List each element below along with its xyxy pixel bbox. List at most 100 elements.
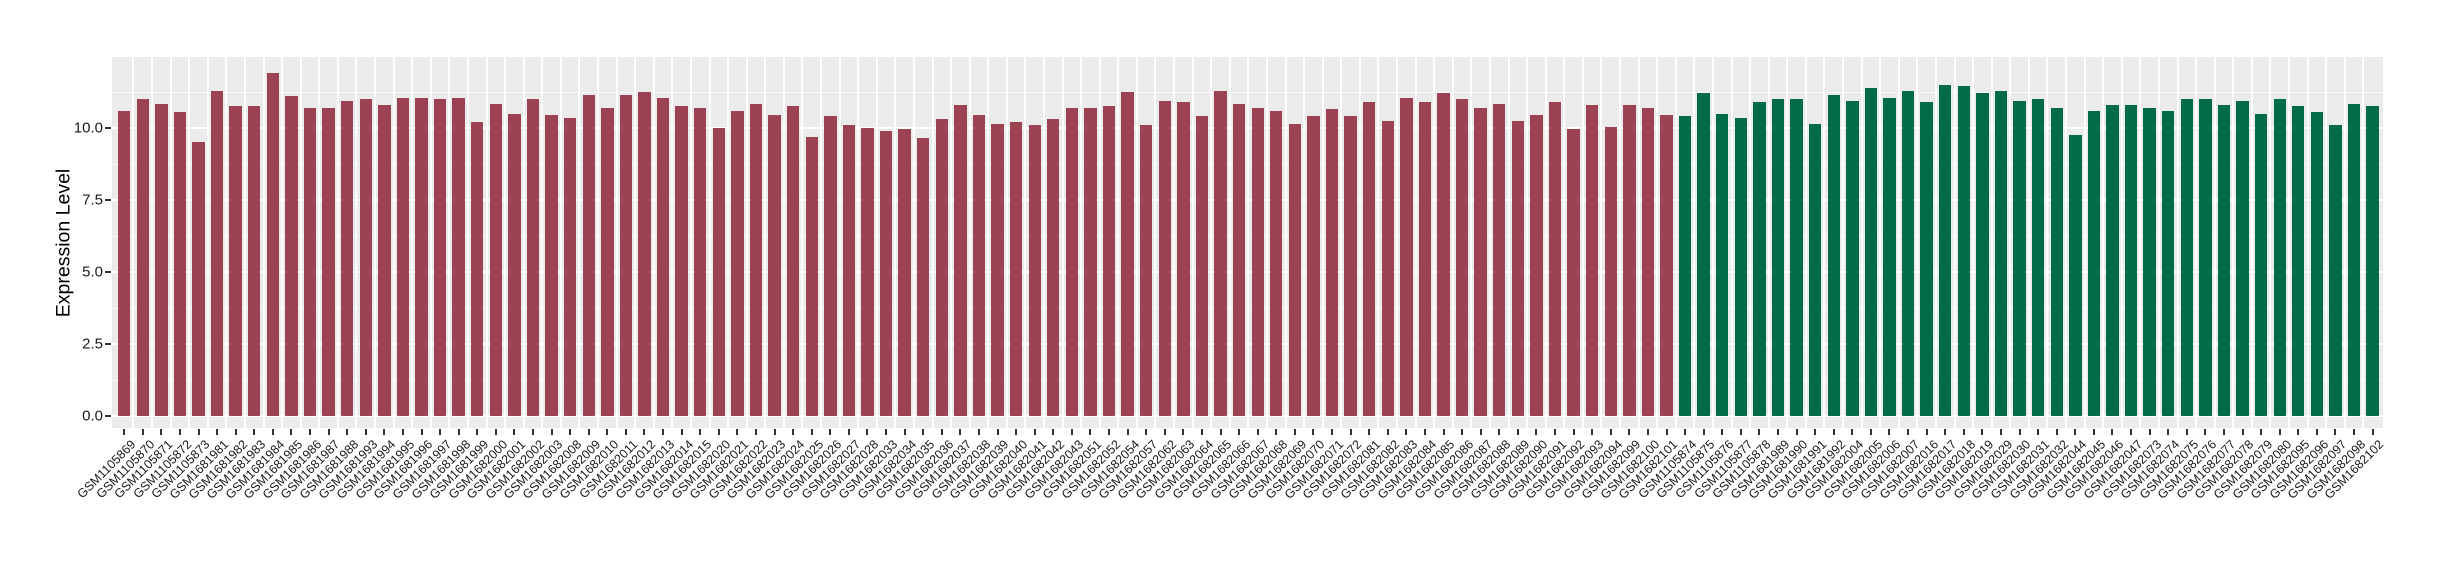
bar bbox=[1846, 100, 1859, 416]
y-tick bbox=[105, 271, 111, 273]
x-tick bbox=[290, 429, 293, 435]
x-tick bbox=[1312, 429, 1315, 435]
bar bbox=[805, 136, 818, 416]
x-tick bbox=[1089, 429, 1092, 435]
bar bbox=[1493, 103, 1506, 416]
bar bbox=[210, 90, 224, 416]
gridline-v bbox=[411, 56, 414, 428]
x-tick bbox=[1386, 429, 1389, 435]
x-tick bbox=[1981, 429, 1984, 435]
bar bbox=[173, 112, 187, 416]
gridline-v bbox=[1674, 56, 1677, 428]
x-tick bbox=[1554, 429, 1556, 435]
x-tick bbox=[1907, 429, 1910, 435]
x-tick bbox=[1814, 429, 1817, 435]
gridline-v bbox=[1451, 56, 1454, 428]
gridline-v bbox=[1730, 56, 1733, 428]
x-tick bbox=[1015, 429, 1018, 435]
x-tick bbox=[2260, 429, 2263, 435]
x-tick bbox=[1200, 429, 1203, 435]
x-tick bbox=[2241, 429, 2244, 435]
bar bbox=[1734, 117, 1748, 416]
bar bbox=[322, 107, 335, 416]
gridline-v bbox=[671, 56, 674, 428]
bar bbox=[712, 128, 725, 416]
gridline-v bbox=[2009, 56, 2012, 428]
gridline-v bbox=[336, 56, 339, 428]
x-tick bbox=[662, 429, 665, 435]
bar bbox=[1939, 84, 1952, 416]
gridline-v bbox=[1284, 56, 1287, 428]
gridline-v bbox=[1637, 56, 1640, 428]
x-tick bbox=[1256, 429, 1259, 435]
bar bbox=[1418, 102, 1432, 416]
x-tick bbox=[1275, 429, 1278, 435]
bar bbox=[2310, 112, 2324, 416]
gridline-v bbox=[1470, 56, 1473, 428]
x-tick bbox=[457, 429, 460, 435]
gridline-v bbox=[1321, 56, 1324, 428]
bar bbox=[229, 106, 242, 416]
gridline-v bbox=[1228, 56, 1231, 428]
x-tick bbox=[1646, 429, 1649, 435]
y-axis-title: Expression Level bbox=[52, 168, 75, 318]
x-tick bbox=[1182, 429, 1185, 435]
x-tick bbox=[773, 429, 776, 435]
x-tick bbox=[866, 429, 869, 435]
bar bbox=[2050, 107, 2063, 416]
gridline-v bbox=[355, 56, 358, 428]
gridline-v bbox=[615, 56, 618, 428]
bar bbox=[861, 128, 874, 416]
gridline-v bbox=[1043, 56, 1045, 428]
x-tick bbox=[1888, 429, 1891, 435]
x-tick bbox=[2167, 429, 2170, 435]
gridline-v bbox=[243, 56, 246, 428]
gridline-v bbox=[318, 56, 321, 428]
bar bbox=[266, 73, 280, 416]
gridline-v bbox=[504, 56, 507, 428]
bar bbox=[1232, 103, 1246, 416]
x-tick bbox=[1962, 429, 1965, 435]
bar bbox=[601, 107, 614, 416]
bar bbox=[340, 100, 354, 416]
gridline-v bbox=[281, 56, 284, 428]
bar bbox=[545, 115, 558, 416]
gridline-v bbox=[1897, 56, 1900, 428]
bar bbox=[1585, 104, 1599, 416]
gridline-v bbox=[2362, 56, 2365, 428]
gridline-v bbox=[634, 56, 637, 428]
bar bbox=[1474, 107, 1487, 416]
bar bbox=[1530, 115, 1543, 416]
gridline-v bbox=[2325, 56, 2328, 428]
x-tick bbox=[977, 429, 980, 435]
y-tick bbox=[105, 199, 111, 201]
gridline-v bbox=[1953, 56, 1956, 428]
bar bbox=[1344, 116, 1357, 416]
y-tick-label: 2.5 bbox=[82, 335, 103, 353]
bar bbox=[2162, 110, 2175, 416]
gridline-v bbox=[1414, 56, 1417, 428]
gridline-v bbox=[1303, 56, 1306, 428]
x-tick bbox=[1052, 429, 1055, 435]
gridline-v bbox=[727, 56, 730, 428]
x-tick bbox=[792, 429, 795, 435]
gridline-v bbox=[1860, 56, 1863, 428]
bar bbox=[1548, 102, 1562, 416]
gridline-v bbox=[652, 56, 655, 428]
x-tick bbox=[2371, 429, 2374, 435]
bar bbox=[1716, 113, 1729, 416]
bar bbox=[1009, 122, 1023, 416]
x-tick bbox=[2074, 429, 2077, 435]
bar bbox=[1362, 102, 1376, 416]
bar bbox=[675, 106, 688, 416]
x-tick bbox=[2018, 429, 2021, 435]
bar bbox=[2013, 100, 2026, 416]
bar bbox=[118, 110, 131, 416]
gridline-v bbox=[1804, 56, 1807, 428]
gridline-v bbox=[262, 56, 265, 428]
x-tick bbox=[885, 429, 888, 435]
x-tick bbox=[569, 429, 572, 435]
x-tick bbox=[2130, 429, 2133, 435]
gridline-v bbox=[597, 56, 600, 428]
bar bbox=[1678, 116, 1692, 416]
